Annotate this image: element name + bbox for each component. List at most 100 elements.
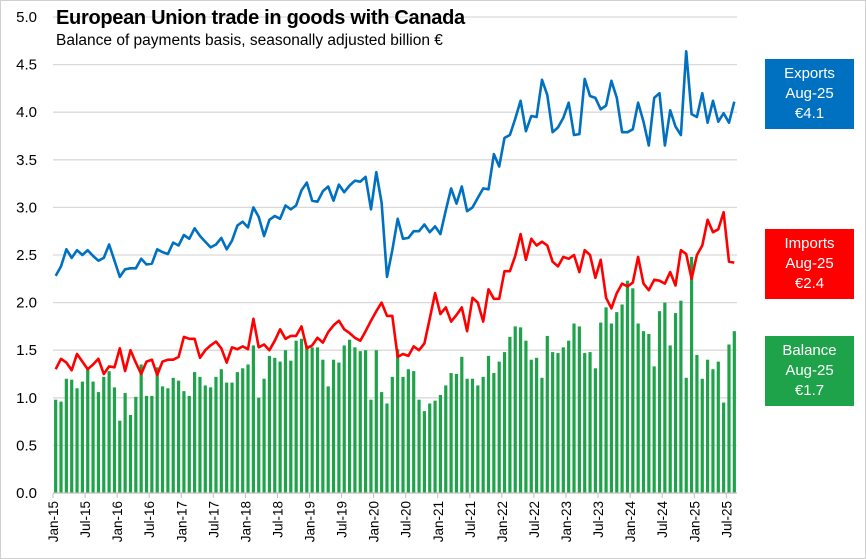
balance-bar — [689, 256, 694, 493]
legend-imports-value: €2.4 — [794, 275, 825, 292]
balance-bar — [176, 380, 181, 493]
balance-bar — [486, 355, 491, 493]
balance-bar — [193, 372, 197, 493]
balance-bar — [225, 382, 229, 493]
balance-bar — [433, 400, 437, 493]
balance-bar — [545, 335, 549, 493]
balance-bar — [273, 357, 277, 493]
balance-bar — [631, 288, 635, 493]
balance-bar — [155, 367, 159, 493]
x-tick-label: Jan-23 — [559, 501, 574, 542]
y-tick-label: 1.0 — [16, 390, 37, 407]
balance-bar — [214, 376, 218, 493]
balance-bar — [535, 357, 539, 493]
x-tick-label: Jan-16 — [110, 501, 125, 542]
balance-bar — [481, 376, 485, 493]
balance-bar — [449, 373, 453, 493]
balance-bar — [321, 359, 325, 493]
balance-bar — [524, 340, 528, 493]
balance-bar — [139, 364, 143, 493]
balance-bar — [118, 420, 122, 493]
balance-bar — [673, 313, 678, 493]
balance-bar — [102, 376, 106, 493]
series-lines — [54, 49, 736, 377]
balance-bar — [567, 340, 571, 493]
chart-subtitle: Balance of payments basis, seasonally ad… — [56, 32, 443, 49]
x-tick-label: Jan-19 — [303, 501, 318, 542]
exports-line — [54, 49, 736, 279]
balance-bar — [396, 349, 400, 493]
legend-balance: Balance Aug-25 €1.7 — [765, 336, 854, 406]
x-tick-label: Jul-17 — [206, 501, 221, 538]
x-tick-label: Jan-17 — [174, 501, 189, 542]
balance-bar — [203, 385, 207, 493]
balance-bar — [96, 392, 101, 493]
balance-bar — [657, 311, 662, 493]
balance-bar — [70, 379, 74, 493]
legend-balance-period: Aug-25 — [785, 362, 834, 379]
y-tick-label: 2.5 — [16, 247, 37, 264]
balance-bar — [502, 352, 507, 493]
y-tick-label: 3.5 — [16, 152, 37, 169]
balance-bar — [251, 345, 255, 493]
balance-bar — [198, 376, 202, 493]
balance-bar — [331, 359, 336, 493]
balance-bar — [257, 397, 261, 493]
balance-bar — [711, 369, 715, 493]
x-tick-label: Jul-25 — [719, 501, 734, 538]
balance-bar — [353, 347, 357, 493]
balance-bar — [508, 336, 512, 493]
balance-bar — [465, 378, 469, 493]
balance-bar — [647, 334, 651, 493]
balance-bar — [230, 382, 234, 493]
balance-bar — [417, 399, 421, 493]
x-tick-label: Jul-15 — [78, 501, 93, 538]
balance-bar — [444, 385, 448, 493]
y-tick-label: 3.0 — [16, 199, 37, 216]
chart-title: European Union trade in goods with Canad… — [56, 7, 465, 29]
balance-bar — [134, 396, 138, 493]
balance-bar — [326, 386, 330, 493]
balance-bar — [91, 381, 95, 493]
balance-bar — [470, 378, 475, 493]
y-tick-label: 0.5 — [16, 437, 37, 454]
axes: 0.0 0.5 1.0 1.5 2.0 2.5 3.0 3.5 4.0 4.5 5.0 Jan-15 J… — [16, 9, 737, 542]
balance-bar — [577, 326, 581, 493]
y-tick-label: 4.0 — [16, 104, 37, 121]
balance-bar — [380, 392, 384, 493]
balance-bar — [267, 355, 272, 493]
balance-bar — [652, 366, 656, 493]
balance-bar — [160, 386, 165, 493]
balance-bar — [625, 280, 630, 493]
balance-bar — [615, 312, 619, 493]
balance-bar — [572, 323, 576, 493]
x-tick-label: Jan-18 — [238, 501, 253, 542]
balance-bar — [241, 368, 245, 493]
balance-bar — [722, 402, 726, 493]
x-tick-label: Jul-18 — [270, 501, 285, 538]
legend-exports-period: Aug-25 — [785, 85, 834, 102]
balance-bar — [438, 394, 443, 493]
balance-bar — [299, 338, 304, 493]
balance-bar — [518, 327, 523, 493]
x-tick-label: Jul-21 — [463, 501, 478, 538]
legend-imports: Imports Aug-25 €2.4 — [765, 229, 854, 299]
balance-bar — [278, 361, 282, 493]
balance-bar — [246, 364, 250, 493]
balance-bar — [668, 345, 672, 493]
balance-bar — [182, 391, 186, 493]
legend-balance-name: Balance — [782, 342, 837, 359]
x-tick-label: Jan-21 — [431, 501, 446, 542]
balance-bar — [551, 352, 555, 493]
balance-bar — [604, 307, 608, 493]
balance-bar — [64, 378, 68, 493]
balance-bar — [235, 372, 239, 493]
balance-bar — [588, 352, 592, 493]
balance-bar — [636, 323, 640, 493]
balance-bar — [310, 347, 314, 493]
balance-bar — [513, 326, 517, 493]
balance-bar — [358, 351, 362, 493]
imports-line — [54, 210, 735, 377]
balance-bar — [700, 378, 704, 493]
